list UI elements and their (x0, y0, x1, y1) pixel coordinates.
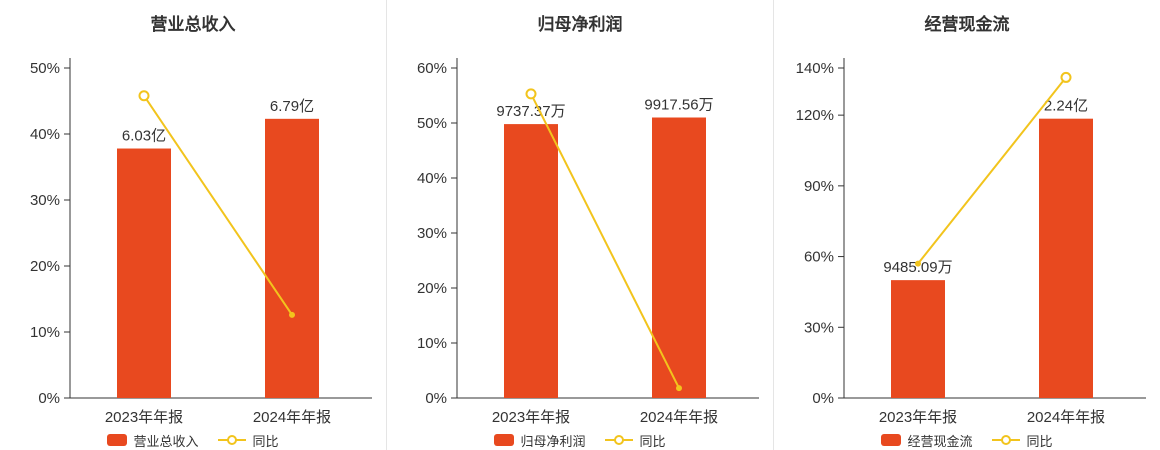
line-marker-ring[interactable] (138, 90, 150, 102)
legend-line-label[interactable]: 同比 (639, 433, 666, 449)
line-marker-dot[interactable] (915, 260, 921, 267)
legend: 营业总收入 同比 (0, 430, 386, 450)
x-axis-label: 2024年年报 (640, 409, 718, 426)
y-tick-label: 10% (30, 324, 60, 341)
chart-title-net-profit: 归母净利润 (537, 15, 623, 34)
line-marker-ring[interactable] (1060, 71, 1072, 83)
revenue-chart-canvas: 0% 10% 20% 30% 40% 50% 6.03亿 2023年年报 6.79亿 2024年年… (30, 58, 372, 426)
y-tick-label: 60% (417, 60, 447, 77)
y-tick-label: 20% (417, 280, 447, 297)
x-axis-label: 2023年年报 (879, 409, 957, 426)
y-tick-label: 120% (796, 107, 834, 124)
line-marker-ring[interactable] (525, 88, 537, 100)
bar-value-label: 9917.56万 (644, 97, 713, 114)
bar-2024年年报[interactable] (652, 117, 706, 399)
bar-value-label: 6.79亿 (270, 98, 314, 115)
net-profit-chart-panel: 归母净利润 0% 10% 20% 30% 40% 50% 60% 9737.37万 2023年年… (386, 0, 773, 450)
y-tick-label: 0% (812, 390, 834, 407)
bar-2023年年报[interactable] (891, 280, 945, 398)
yoy-line[interactable] (143, 95, 293, 316)
legend-bar-swatch[interactable] (881, 434, 902, 446)
bar-value-label: 6.03亿 (122, 128, 166, 145)
x-axis-label: 2023年年报 (492, 409, 570, 426)
y-tick-label: 40% (417, 170, 447, 187)
bar-2024年年报[interactable] (1039, 118, 1093, 398)
legend: 经营现金流 同比 (774, 430, 1160, 450)
line-marker-dot[interactable] (289, 311, 295, 318)
legend-line-swatch[interactable] (604, 434, 634, 446)
y-tick-label: 140% (796, 60, 834, 77)
chart-title-cash-flow: 经营现金流 (924, 15, 1010, 34)
bar-value-label: 9485.09万 (883, 259, 952, 276)
chart-title-revenue: 营业总收入 (150, 15, 236, 34)
y-tick-label: 30% (804, 319, 834, 336)
legend-bar-label[interactable]: 营业总收入 (133, 433, 199, 449)
cash-flow-chart-canvas: 0% 30% 60% 90% 120% 140% 9485.09万 2023年年报 2.24亿 2… (796, 58, 1146, 426)
y-tick-label: 60% (804, 249, 834, 266)
legend-bar-swatch[interactable] (107, 434, 128, 446)
y-tick-label: 0% (425, 390, 447, 407)
legend: 归母净利润 同比 (387, 430, 773, 450)
bar-2023年年报[interactable] (504, 124, 558, 398)
legend-line-label[interactable]: 同比 (1026, 433, 1053, 449)
bar-value-label: 9737.37万 (496, 103, 565, 120)
y-tick-label: 40% (30, 126, 60, 143)
line-marker-dot[interactable] (676, 385, 682, 392)
revenue-chart-panel: 营业总收入 0% 10% 20% 30% 40% 50% 6.03亿 2023年年报 6.79亿… (0, 0, 386, 450)
bar-2023年年报[interactable] (117, 148, 171, 398)
yoy-line[interactable] (530, 93, 680, 389)
y-tick-label: 20% (30, 258, 60, 275)
y-tick-label: 30% (417, 225, 447, 242)
legend-bar-swatch[interactable] (494, 434, 515, 446)
legend-line-swatch[interactable] (991, 434, 1021, 446)
yoy-line[interactable] (917, 76, 1067, 265)
legend-line-swatch[interactable] (217, 434, 247, 446)
cash-flow-chart-panel: 经营现金流 0% 30% 60% 90% 120% 140% 9485.09万 2023年年报… (773, 0, 1160, 450)
bar-value-label: 2.24亿 (1044, 98, 1088, 115)
y-tick-label: 50% (417, 115, 447, 132)
x-axis-label: 2023年年报 (105, 409, 183, 426)
x-axis-label: 2024年年报 (253, 409, 331, 426)
y-tick-label: 30% (30, 192, 60, 209)
bar-2024年年报[interactable] (265, 118, 319, 398)
y-tick-label: 0% (38, 390, 60, 407)
y-tick-label: 90% (804, 178, 834, 195)
y-tick-label: 10% (417, 335, 447, 352)
y-tick-label: 50% (30, 60, 60, 77)
x-axis-label: 2024年年报 (1027, 409, 1105, 426)
legend-line-label[interactable]: 同比 (252, 433, 279, 449)
legend-bar-label[interactable]: 归母净利润 (520, 433, 586, 449)
net-profit-chart-canvas: 0% 10% 20% 30% 40% 50% 60% 9737.37万 2023年年报 9917.… (417, 58, 759, 426)
legend-bar-label[interactable]: 经营现金流 (907, 433, 973, 449)
